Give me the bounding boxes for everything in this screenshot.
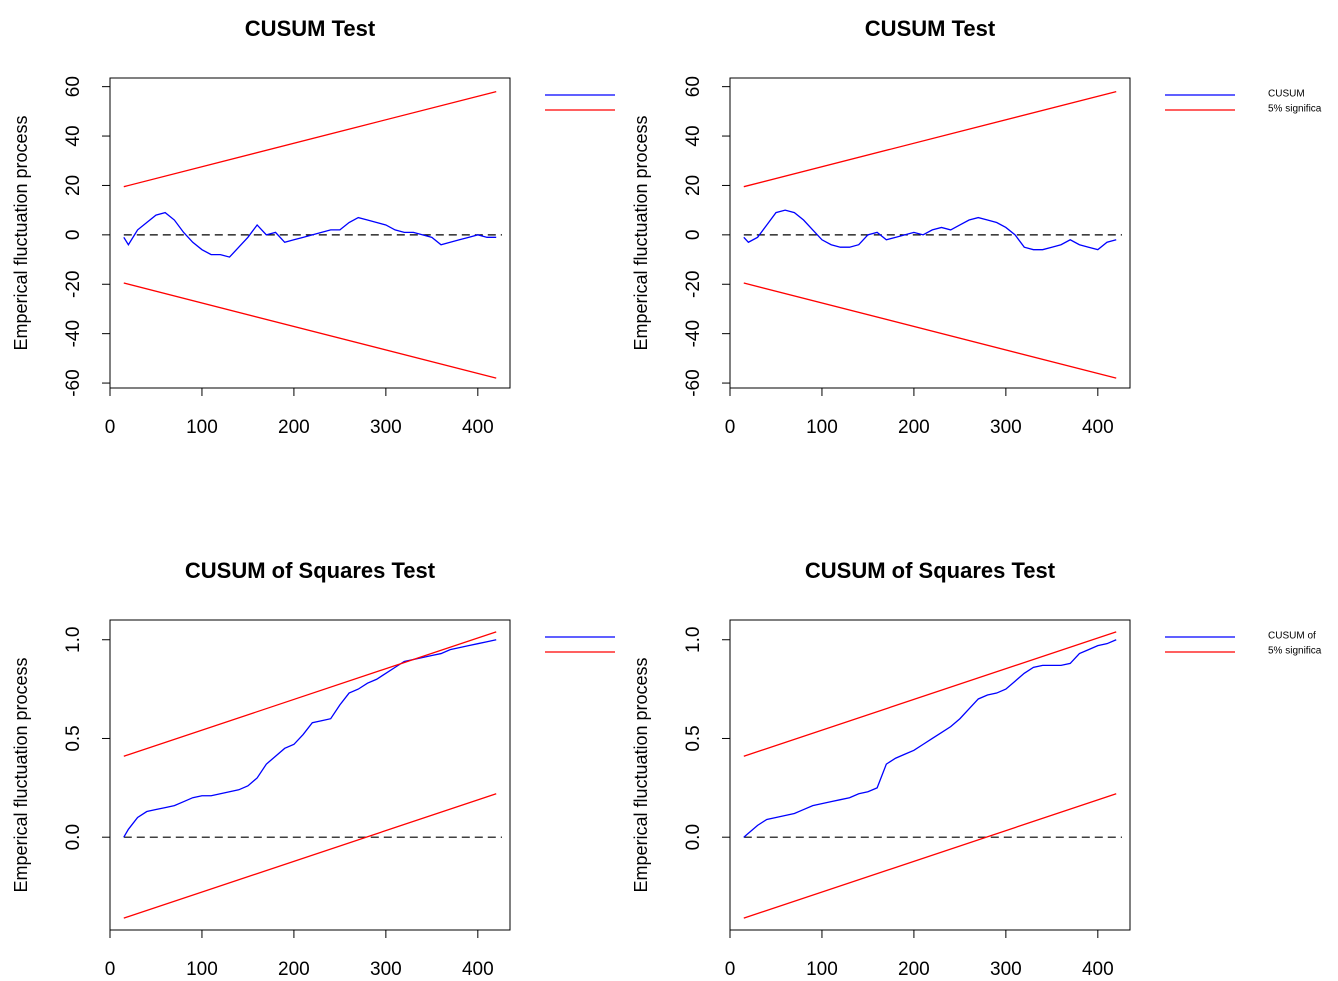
series-line (743, 282, 1117, 379)
y-tick-label: 1.0 (63, 627, 84, 653)
series-line (123, 639, 497, 838)
series-line (743, 793, 1117, 919)
y-tick-label: 60 (63, 76, 84, 97)
x-tick-label: 400 (1082, 959, 1114, 980)
x-tick-label: 0 (105, 959, 116, 980)
plot-frame (729, 619, 1131, 931)
x-tick-label: 300 (990, 959, 1022, 980)
x-tick-label: 0 (725, 417, 736, 438)
y-tick-label: -40 (63, 320, 84, 347)
chart-title: CUSUM Test (865, 16, 996, 41)
series-line (743, 631, 1117, 757)
x-tick-label: 400 (462, 417, 494, 438)
legend-label: 5% significa (1268, 646, 1322, 657)
x-tick-label: 400 (1082, 417, 1114, 438)
x-tick-label: 100 (186, 417, 218, 438)
chart-title: CUSUM of Squares Test (185, 558, 436, 583)
legend-label: 5% significa (1268, 104, 1322, 115)
y-axis-label: Emperical fluctuation process (631, 115, 651, 350)
x-tick-label: 100 (806, 417, 838, 438)
y-tick-label: 0.0 (683, 824, 704, 850)
y-tick-label: 40 (683, 125, 704, 146)
plot-frame (109, 619, 511, 931)
series-line (743, 209, 1117, 251)
y-tick-label: 0 (63, 230, 84, 241)
series-line (123, 793, 497, 919)
series-line (123, 282, 497, 379)
series-line (743, 90, 1117, 188)
y-tick-label: 0.0 (63, 824, 84, 850)
legend-label: CUSUM (1268, 89, 1305, 100)
series-line (123, 631, 497, 757)
x-tick-label: 200 (278, 417, 310, 438)
x-tick-label: 200 (278, 959, 310, 980)
y-tick-label: -60 (63, 369, 84, 396)
y-tick-label: 60 (683, 76, 704, 97)
y-tick-label: 20 (63, 175, 84, 196)
x-tick-label: 400 (462, 959, 494, 980)
y-tick-label: -40 (683, 320, 704, 347)
series-line (743, 639, 1117, 838)
y-tick-label: 0 (683, 230, 704, 241)
x-tick-label: 300 (370, 417, 402, 438)
y-tick-label: 20 (683, 175, 704, 196)
y-axis-label: Emperical fluctuation process (11, 657, 31, 892)
plot-frame (729, 77, 1131, 389)
series-line (123, 90, 497, 188)
y-tick-label: -20 (683, 271, 704, 298)
y-axis-label: Emperical fluctuation process (631, 657, 651, 892)
series-line (123, 211, 497, 258)
y-tick-label: 40 (63, 125, 84, 146)
chart-title: CUSUM Test (245, 16, 376, 41)
y-axis-label: Emperical fluctuation process (11, 115, 31, 350)
x-tick-label: 0 (725, 959, 736, 980)
y-tick-label: -60 (683, 369, 704, 396)
x-tick-label: 300 (370, 959, 402, 980)
y-tick-label: 0.5 (63, 725, 84, 751)
x-tick-label: 200 (898, 959, 930, 980)
y-tick-label: -20 (63, 271, 84, 298)
chart-title: CUSUM of Squares Test (805, 558, 1056, 583)
x-tick-label: 100 (186, 959, 218, 980)
plot-frame (109, 77, 511, 389)
y-tick-label: 1.0 (683, 627, 704, 653)
x-tick-label: 200 (898, 417, 930, 438)
x-tick-label: 0 (105, 417, 116, 438)
x-tick-label: 300 (990, 417, 1022, 438)
x-tick-label: 100 (806, 959, 838, 980)
y-tick-label: 0.5 (683, 725, 704, 751)
legend-label: CUSUM of (1268, 631, 1316, 642)
